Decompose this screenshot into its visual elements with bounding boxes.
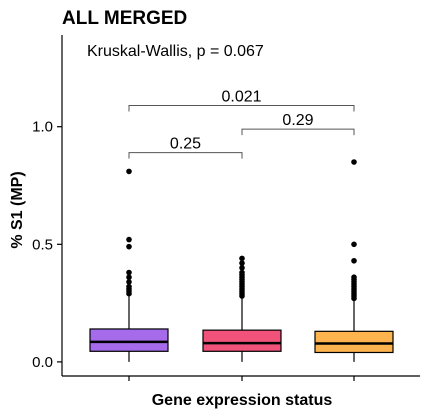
outlier-point xyxy=(351,159,357,165)
y-tick-label: 1.0 xyxy=(32,119,53,136)
outlier-point xyxy=(126,244,132,250)
chart-title: ALL MERGED xyxy=(62,8,187,29)
y-tick-label: 0.5 xyxy=(32,236,53,253)
box xyxy=(315,331,393,352)
comparison-p-value: 0.25 xyxy=(170,136,201,153)
comparison-p-value: 0.29 xyxy=(282,112,313,129)
outlier-point xyxy=(126,169,132,175)
comparison-bracket xyxy=(129,153,242,159)
x-axis-title: Gene expression status xyxy=(152,392,333,409)
y-tick-label: 0.0 xyxy=(32,354,53,371)
outlier-point xyxy=(351,258,357,264)
plot-area: 0.0 0.5 1.0 0.25 0.29 0.021 xyxy=(32,89,393,381)
outlier-point xyxy=(126,291,132,297)
comparison-bracket xyxy=(129,106,354,112)
box xyxy=(90,329,168,351)
outlier-point xyxy=(351,242,357,248)
outlier-point xyxy=(239,293,245,299)
y-axis-title: % S1 (MP) xyxy=(9,171,26,248)
comparison-bracket xyxy=(242,129,354,135)
outlier-point xyxy=(351,296,357,302)
comparison-p-value: 0.021 xyxy=(221,89,261,106)
box xyxy=(203,330,281,351)
outlier-point xyxy=(126,237,132,243)
kruskal-wallis-annotation: Kruskal-Wallis, p = 0.067 xyxy=(87,43,264,60)
